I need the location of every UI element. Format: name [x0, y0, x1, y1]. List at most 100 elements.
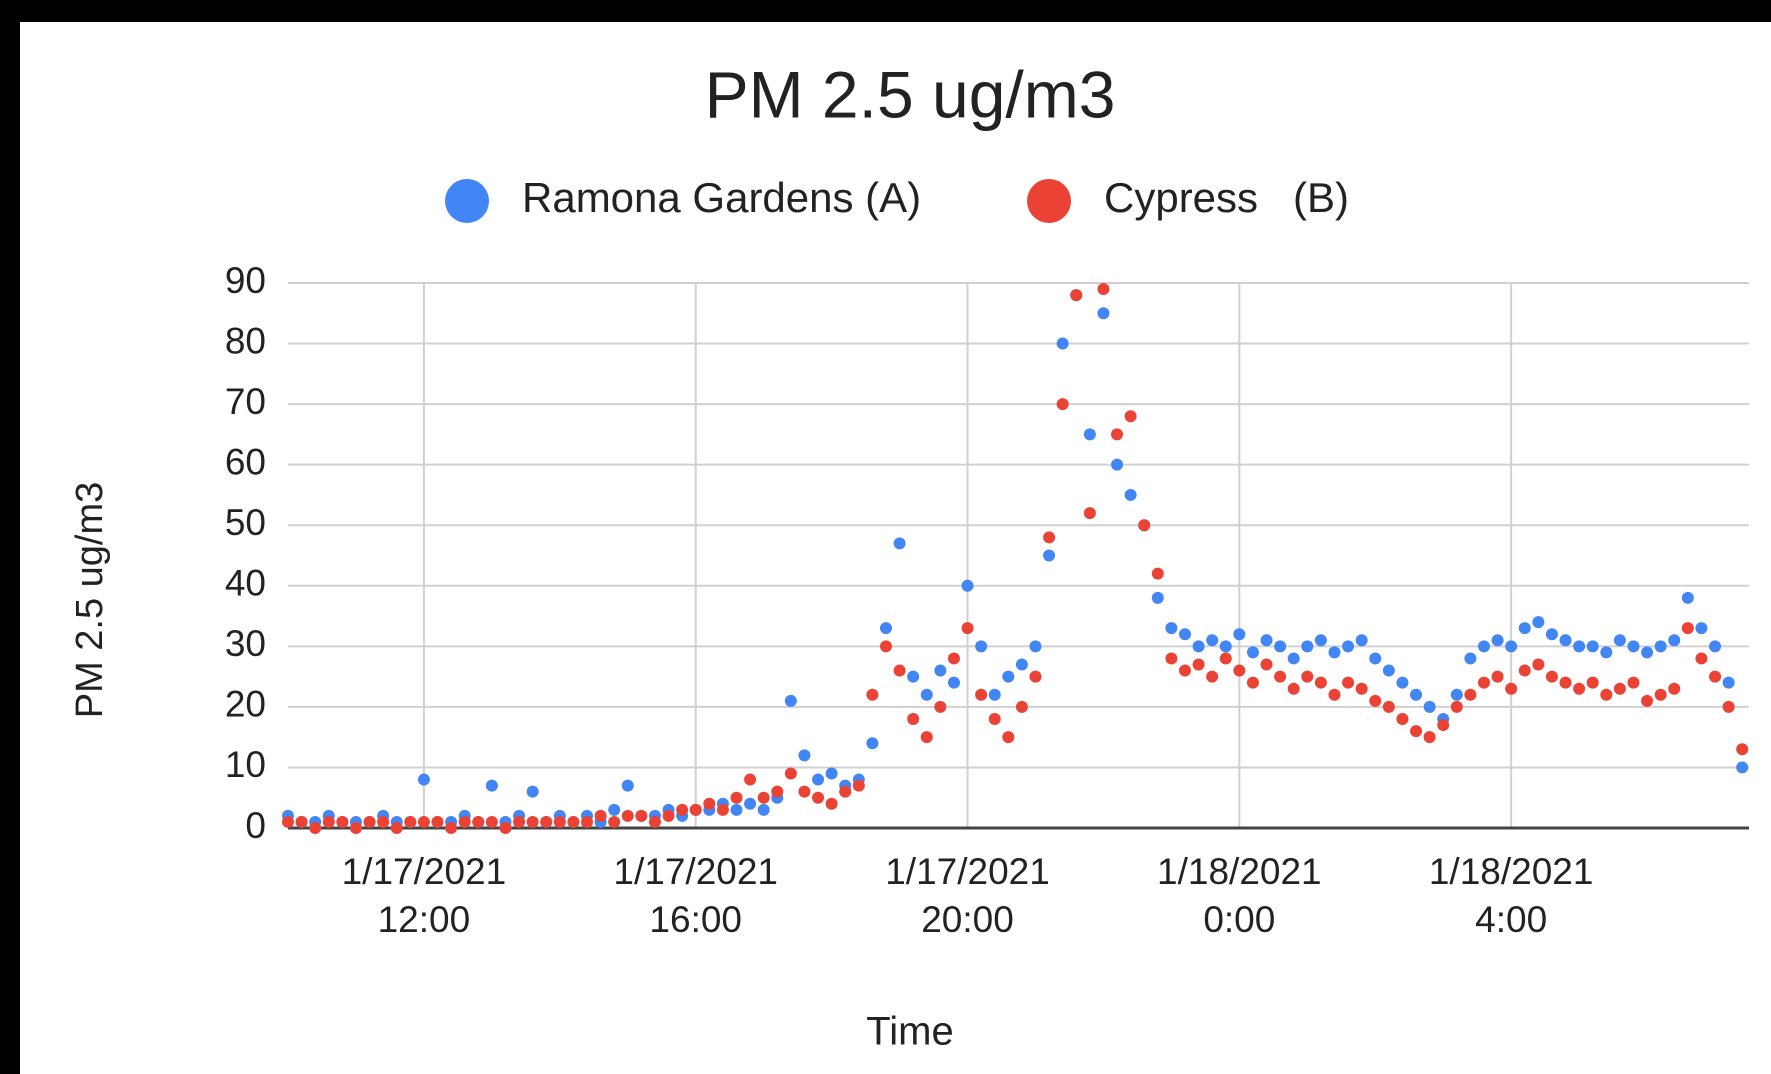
point: [1410, 725, 1423, 738]
y-axis-label: PM 2.5 ug/m3: [69, 482, 111, 719]
point: [1287, 652, 1300, 665]
point: [309, 822, 322, 834]
point: [1695, 652, 1708, 665]
point: [322, 815, 335, 828]
y-tick-label: 60: [225, 441, 266, 482]
point: [934, 664, 947, 677]
point: [1342, 676, 1355, 689]
point: [1450, 700, 1463, 713]
point: [1681, 591, 1694, 604]
point: [1178, 664, 1191, 677]
point: [1437, 719, 1450, 732]
point: [812, 791, 825, 804]
point: [703, 797, 716, 810]
point: [988, 688, 1001, 701]
point: [526, 815, 539, 828]
point: [1464, 652, 1477, 665]
point: [1518, 664, 1531, 677]
point: [744, 797, 757, 810]
point: [961, 622, 974, 635]
point: [1015, 700, 1028, 713]
point: [1545, 670, 1558, 683]
point: [1124, 410, 1137, 423]
x-tick-label: 1/18/2021 0:00: [1157, 851, 1322, 940]
point: [784, 694, 797, 707]
point: [757, 791, 770, 804]
y-tick-label: 10: [225, 744, 266, 785]
point: [1206, 670, 1219, 683]
point: [1097, 307, 1110, 320]
point: [1274, 670, 1287, 683]
point: [608, 803, 621, 816]
point: [513, 815, 526, 828]
point: [336, 815, 349, 828]
point: [1736, 761, 1749, 774]
x-axis-label: Time: [866, 1010, 953, 1054]
point: [947, 676, 960, 689]
point: [676, 803, 689, 816]
point: [1600, 646, 1613, 659]
point: [1260, 634, 1273, 647]
point: [1043, 549, 1056, 562]
point: [1505, 640, 1518, 653]
point: [1586, 640, 1599, 653]
point: [689, 803, 702, 816]
point: [390, 822, 403, 834]
point: [1111, 428, 1124, 441]
point: [431, 815, 444, 828]
point: [1382, 664, 1395, 677]
x-tick-label: 1/17/2021 12:00: [342, 851, 507, 940]
point: [1532, 616, 1545, 629]
point: [893, 537, 906, 550]
point: [1314, 634, 1327, 647]
point: [1328, 646, 1341, 659]
point: [1654, 640, 1667, 653]
point: [594, 809, 607, 822]
point: [1151, 591, 1164, 604]
point: [404, 815, 417, 828]
point: [1627, 676, 1640, 689]
y-tick-label: 20: [225, 684, 266, 725]
point: [662, 809, 675, 822]
point: [1668, 682, 1681, 695]
point: [567, 815, 580, 828]
point: [879, 640, 892, 653]
point: [485, 779, 498, 792]
point: [1274, 640, 1287, 653]
point: [1043, 531, 1056, 544]
point: [730, 791, 743, 804]
point: [580, 815, 593, 828]
point: [1450, 688, 1463, 701]
point: [1627, 640, 1640, 653]
point: [839, 785, 852, 798]
point: [1301, 640, 1314, 653]
point: [879, 622, 892, 635]
chart-title: PM 2.5 ug/m3: [705, 57, 1116, 131]
point: [499, 822, 512, 834]
point: [282, 815, 294, 828]
y-tick-label: 40: [225, 563, 266, 604]
point: [1219, 652, 1232, 665]
point: [1736, 743, 1749, 756]
point: [363, 815, 376, 828]
x-tick-label: 1/17/2021 16:00: [613, 851, 778, 940]
point: [1709, 640, 1722, 653]
point: [1491, 634, 1504, 647]
point: [961, 579, 974, 592]
point: [608, 815, 621, 828]
point: [1573, 682, 1586, 695]
point: [1369, 652, 1382, 665]
point: [1355, 682, 1368, 695]
point: [1233, 664, 1246, 677]
point: [1532, 658, 1545, 671]
point: [1613, 682, 1626, 695]
y-tick-label: 50: [225, 502, 266, 543]
point: [1477, 640, 1490, 653]
point: [1056, 337, 1069, 350]
point: [1314, 676, 1327, 689]
point: [349, 822, 362, 834]
point: [798, 749, 811, 762]
point: [947, 652, 960, 665]
point: [526, 785, 539, 798]
y-tick-label: 80: [225, 320, 266, 361]
